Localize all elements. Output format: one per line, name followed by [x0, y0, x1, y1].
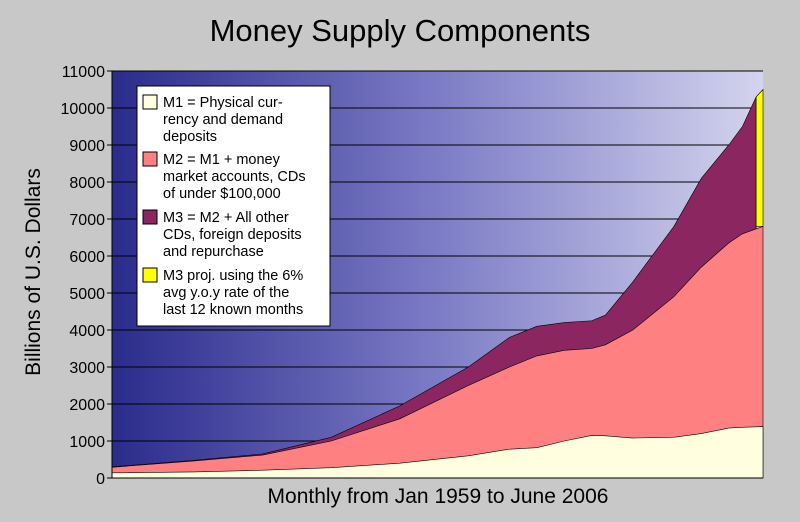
legend-swatch [142, 151, 158, 167]
series-area-1 [111, 426, 764, 479]
legend-label: avg y.o.y rate of the [163, 285, 289, 301]
legend-swatch [142, 94, 158, 110]
legend: M1 = Physical cur-rency and demanddeposi… [136, 85, 331, 327]
x-axis-label: Monthly from Jan 1959 to June 2006 [268, 485, 609, 508]
y-tick-label: 9000 [69, 138, 105, 155]
y-tick-label: 7000 [69, 212, 105, 229]
series-areas [111, 88, 764, 479]
y-tick-label: 5000 [69, 286, 105, 303]
y-tick-label: 11000 [62, 64, 105, 81]
series-area-4 [755, 88, 764, 227]
y-tick-label: 3000 [69, 360, 105, 377]
y-tick-label: 6000 [69, 249, 105, 266]
chart-title: Money Supply Components [210, 13, 591, 48]
legend-label: M3 proj. using the 6% [163, 268, 303, 284]
y-tick-label: 4000 [69, 323, 105, 340]
y-axis-label: Billions of U.S. Dollars [22, 168, 45, 376]
y-axis-ticks: 0 1000 2000 3000 4000 5000 6000 7000 8000 9000 100… [61, 64, 112, 488]
legend-label: and repurchase [163, 244, 264, 260]
legend-box [136, 85, 331, 327]
legend-label: rency and demand [163, 112, 283, 128]
legend-swatch [142, 209, 158, 225]
legend-label: of under $100,000 [163, 186, 281, 202]
y-tick-label: 8000 [69, 175, 105, 192]
legend-label: M1 = Physical cur- [163, 95, 283, 111]
y-tick-label: 0 [96, 471, 105, 488]
legend-label: last 12 known months [163, 302, 303, 318]
y-tick-label: 1000 [69, 434, 105, 451]
legend-label: M3 = M2 + All other [163, 210, 289, 226]
legend-label: deposits [163, 129, 217, 145]
y-tick-label: 10000 [61, 101, 106, 118]
legend-label: M2 = M1 + money [163, 152, 281, 168]
legend-swatch [142, 267, 158, 283]
series-area-2 [111, 225, 764, 479]
y-tick-label: 2000 [69, 397, 105, 414]
legend-label: CDs, foreign deposits [163, 227, 302, 243]
legend-label: market accounts, CDs [163, 169, 306, 185]
